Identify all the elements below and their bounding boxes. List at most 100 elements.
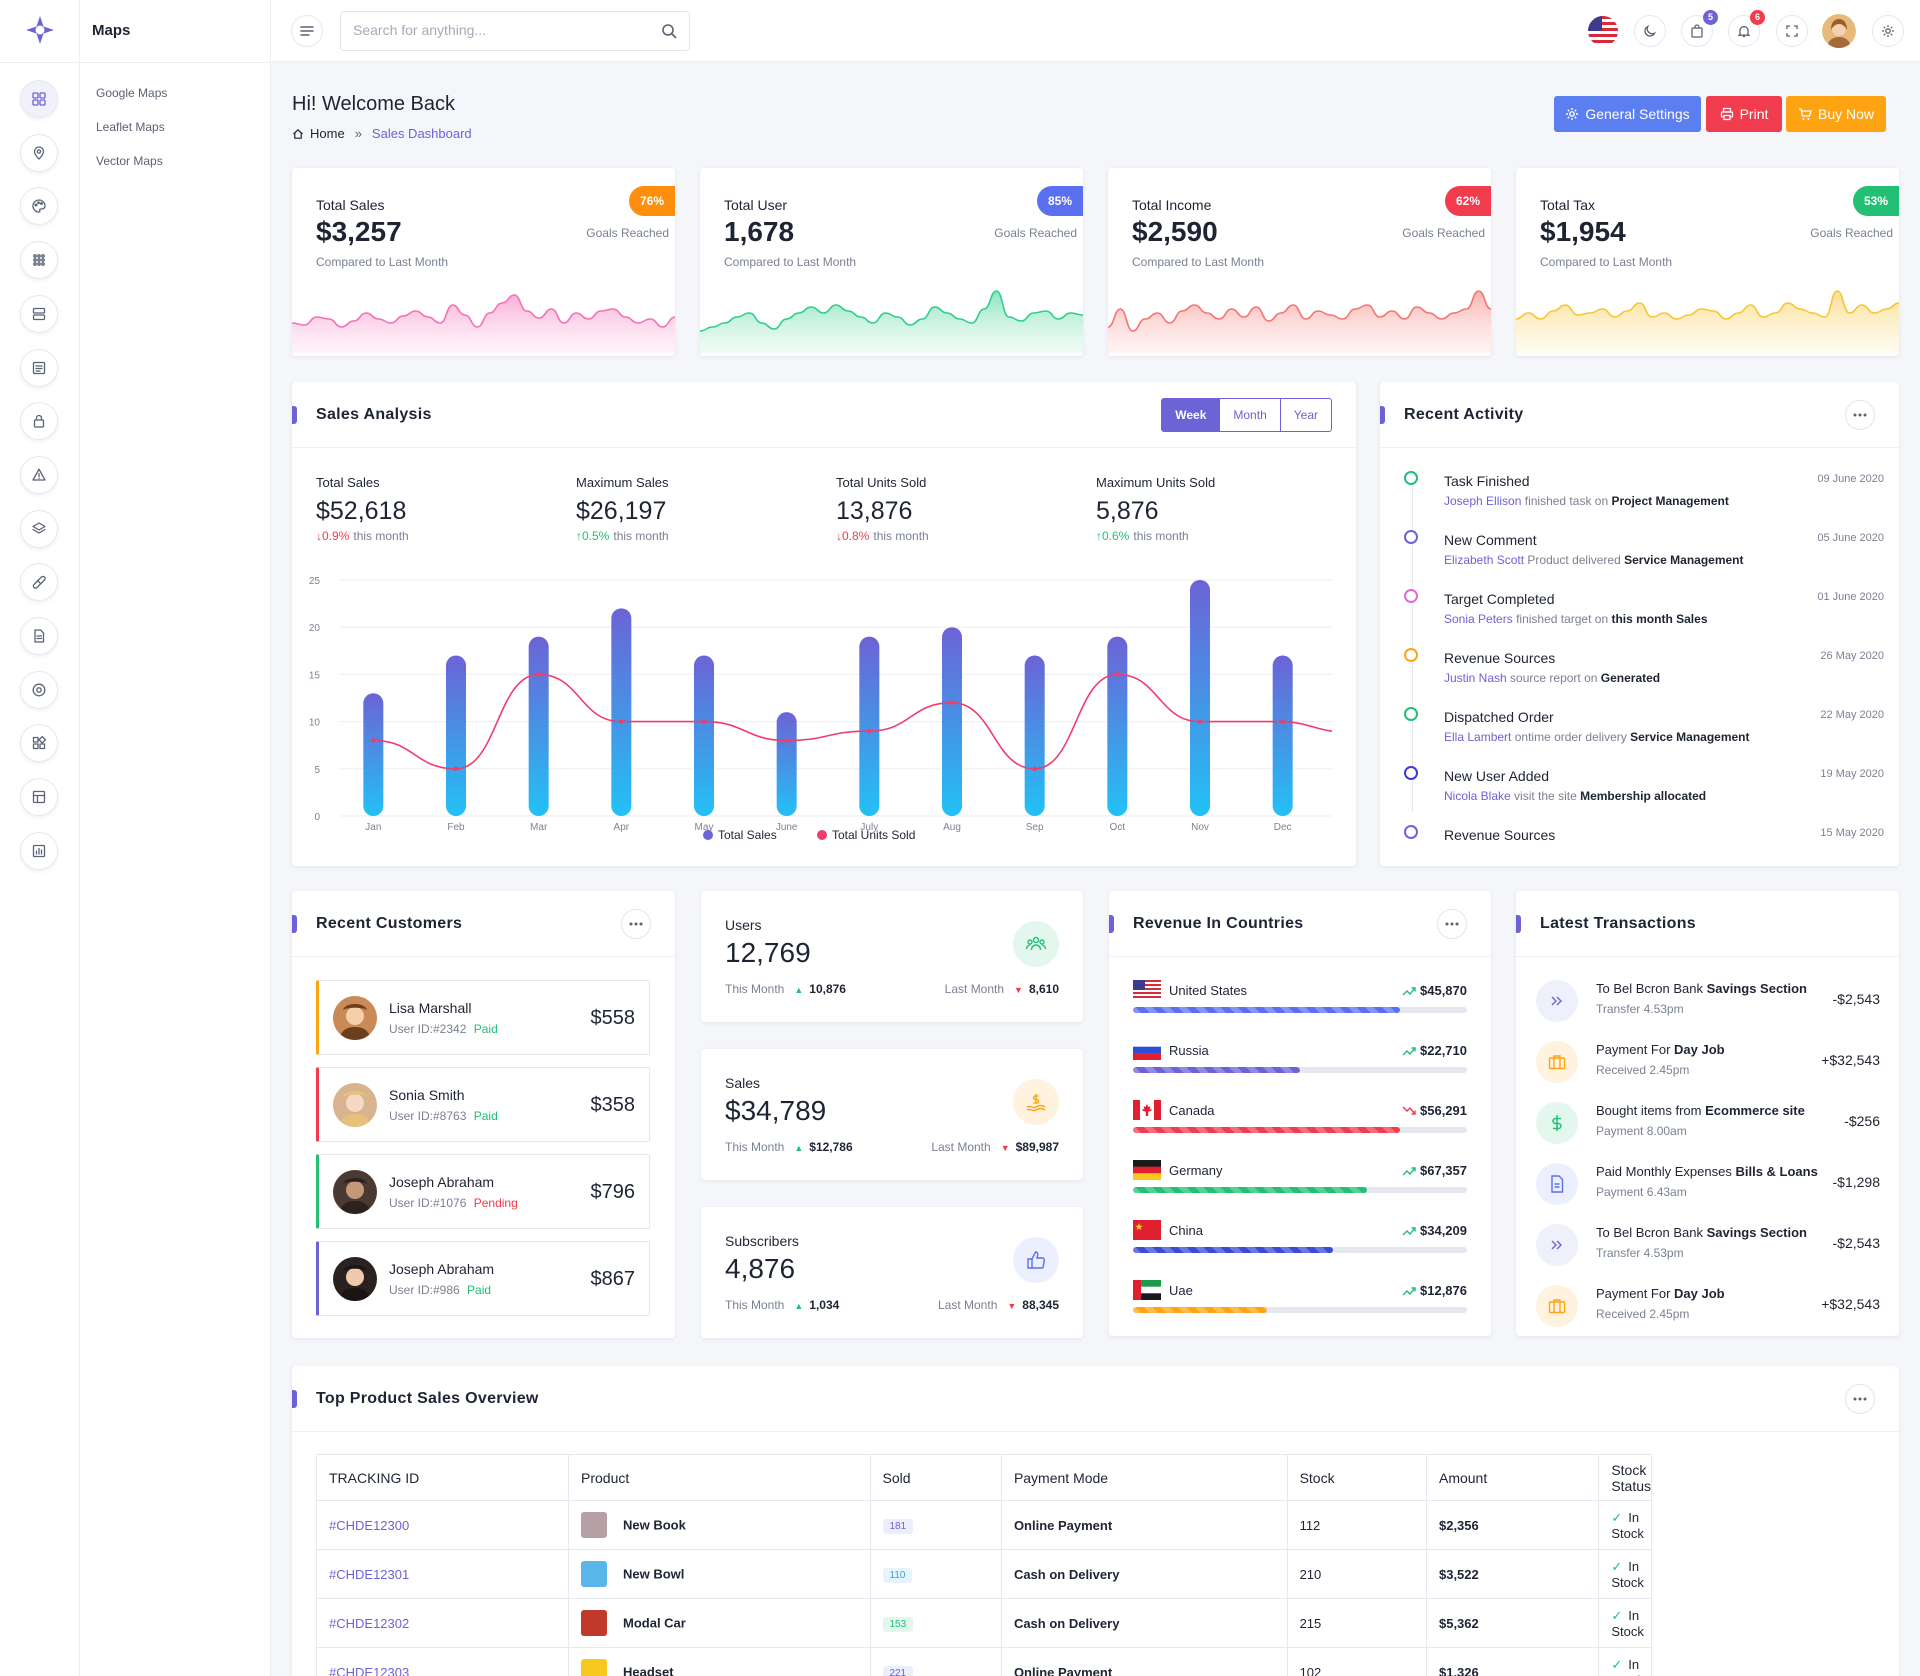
bar-aug[interactable]: [942, 627, 962, 816]
column-header[interactable]: Stock: [1286, 1454, 1427, 1501]
activity-user-link[interactable]: Sonia Peters: [1444, 612, 1513, 626]
search-input[interactable]: [353, 22, 653, 38]
column-header[interactable]: Sold: [869, 1454, 1002, 1501]
sidebar-link-leaflet-maps[interactable]: Leaflet Maps: [96, 120, 165, 134]
units-sold-point[interactable]: [371, 738, 376, 743]
bar-feb[interactable]: [446, 655, 466, 816]
column-header[interactable]: Stock Status: [1598, 1454, 1652, 1501]
breadcrumb-home[interactable]: Home: [310, 126, 345, 141]
rail-button-server[interactable]: [20, 294, 58, 333]
transaction-row[interactable]: Bought items from Ecommerce site Payment …: [1536, 1097, 1880, 1147]
table-row[interactable]: #CHDE12303 Headset 221 Online Payment 102 $1,…: [316, 1647, 1652, 1676]
units-sold-point[interactable]: [1280, 719, 1285, 724]
tracking-id[interactable]: #CHDE12303: [316, 1647, 569, 1676]
units-sold-point[interactable]: [536, 672, 541, 677]
rail-button-warning[interactable]: [20, 455, 58, 494]
tracking-id[interactable]: #CHDE12300: [316, 1500, 569, 1550]
table-row[interactable]: #CHDE12300 New Book 181 Online Payment 112 $2…: [316, 1500, 1652, 1550]
bar-sep[interactable]: [1024, 655, 1045, 816]
search-icon[interactable]: [661, 23, 677, 39]
units-sold-point[interactable]: [619, 719, 624, 724]
fullscreen-button[interactable]: [1776, 15, 1808, 47]
tab-year[interactable]: Year: [1279, 399, 1331, 431]
activity-user-link[interactable]: Nicola Blake: [1444, 789, 1511, 803]
mini-stat-label: Users: [725, 917, 762, 933]
rail-button-file[interactable]: [20, 617, 58, 655]
customer-row[interactable]: Joseph Abraham User ID:#986 Paid $867: [316, 1241, 650, 1316]
logo-icon[interactable]: [24, 14, 56, 46]
rail-button-list[interactable]: [20, 348, 58, 387]
print-button[interactable]: Print: [1706, 96, 1782, 132]
activity-user-link[interactable]: Justin Nash: [1444, 671, 1507, 685]
rail-button-lock[interactable]: [20, 402, 58, 441]
rail-button-palette[interactable]: [20, 187, 58, 226]
column-header[interactable]: Amount: [1425, 1454, 1600, 1501]
rail-button-bandage[interactable]: [20, 563, 58, 602]
rail-button-map-pin[interactable]: [20, 133, 58, 172]
more-options-button[interactable]: [621, 909, 651, 939]
activity-user-link[interactable]: Ella Lambert: [1444, 730, 1512, 744]
product-cell: Modal Car: [568, 1598, 871, 1648]
cart-button[interactable]: 5: [1681, 10, 1718, 47]
sidebar-link-google-maps[interactable]: Google Maps: [96, 86, 168, 100]
transaction-row[interactable]: Payment For Day Job Received 2.45pm +$32,5…: [1536, 1280, 1880, 1330]
units-sold-point[interactable]: [867, 728, 872, 734]
settings-button[interactable]: [1872, 15, 1904, 47]
rail-button-dashboard[interactable]: [20, 80, 58, 118]
rail-button-bar-chart[interactable]: [20, 831, 58, 870]
more-options-button[interactable]: [1845, 1384, 1875, 1414]
transaction-row[interactable]: To Bel Bcron Bank Savings Section Transfe…: [1536, 975, 1880, 1025]
sidebar-link-vector-maps[interactable]: Vector Maps: [96, 154, 163, 168]
bar-july[interactable]: [859, 636, 880, 816]
more-options-button[interactable]: [1437, 909, 1467, 939]
language-flag-button[interactable]: [1587, 15, 1619, 47]
column-header[interactable]: Product: [568, 1454, 871, 1501]
column-header[interactable]: Payment Mode: [1000, 1454, 1288, 1501]
rail-button-layers[interactable]: [20, 509, 58, 548]
bar-jan[interactable]: [363, 693, 384, 816]
dark-mode-button[interactable]: [1634, 15, 1666, 47]
transaction-row[interactable]: Payment For Day Job Received 2.45pm +$32,5…: [1536, 1036, 1880, 1086]
units-sold-point[interactable]: [784, 738, 789, 743]
transaction-row[interactable]: Paid Monthly Expenses Bills & Loans Payme…: [1536, 1158, 1880, 1208]
tab-week[interactable]: Week: [1162, 399, 1220, 431]
customer-row[interactable]: Joseph Abraham User ID:#1076 Pending $796: [316, 1154, 650, 1229]
activity-user-link[interactable]: Joseph Ellison: [1444, 494, 1522, 508]
bar-nov[interactable]: [1190, 580, 1210, 816]
bar-may[interactable]: [694, 655, 714, 816]
bar-apr[interactable]: [611, 608, 632, 816]
general-settings-button[interactable]: General Settings: [1554, 96, 1701, 132]
units-sold-point[interactable]: [1197, 719, 1203, 724]
rail-button-aperture[interactable]: [20, 670, 58, 709]
avatar: [333, 1257, 377, 1301]
units-sold-point[interactable]: [453, 766, 459, 771]
buy-now-button[interactable]: Buy Now: [1786, 96, 1886, 132]
column-header[interactable]: TRACKING ID: [316, 1454, 569, 1501]
bar-oct[interactable]: [1107, 636, 1128, 816]
rail-button-apps-grid[interactable]: [20, 241, 58, 280]
tracking-id[interactable]: #CHDE12302: [316, 1598, 569, 1648]
tracking-id[interactable]: #CHDE12301: [316, 1549, 569, 1599]
more-options-button[interactable]: [1845, 400, 1875, 430]
customer-id: User ID:#8763: [389, 1109, 467, 1123]
units-sold-point[interactable]: [701, 719, 707, 724]
units-sold-point[interactable]: [1115, 672, 1120, 677]
transaction-row[interactable]: To Bel Bcron Bank Savings Section Transfe…: [1536, 1219, 1880, 1269]
rail-button-table[interactable]: [20, 778, 58, 817]
units-sold-point[interactable]: [1032, 766, 1037, 771]
table-row[interactable]: #CHDE12302 Modal Car 153 Cash on Delivery 21…: [316, 1598, 1652, 1648]
notifications-button[interactable]: 6: [1728, 10, 1765, 47]
bar-dec[interactable]: [1272, 655, 1293, 816]
rail-button-widgets[interactable]: [20, 724, 58, 763]
units-sold-point[interactable]: [949, 700, 955, 705]
menu-toggle-button[interactable]: [291, 15, 323, 47]
bar-june[interactable]: [776, 712, 797, 816]
user-avatar-button[interactable]: [1822, 14, 1856, 48]
customer-row[interactable]: Sonia Smith User ID:#8763 Paid $358: [316, 1067, 650, 1142]
tab-month[interactable]: Month: [1219, 399, 1279, 431]
table-row[interactable]: #CHDE12301 New Bowl 110 Cash on Delivery 210…: [316, 1549, 1652, 1599]
customer-row[interactable]: Lisa Marshall User ID:#2342 Paid $558: [316, 980, 650, 1055]
bar-mar[interactable]: [528, 636, 549, 816]
sold-cell: 153: [869, 1598, 1002, 1648]
activity-user-link[interactable]: Elizabeth Scott: [1444, 553, 1525, 567]
